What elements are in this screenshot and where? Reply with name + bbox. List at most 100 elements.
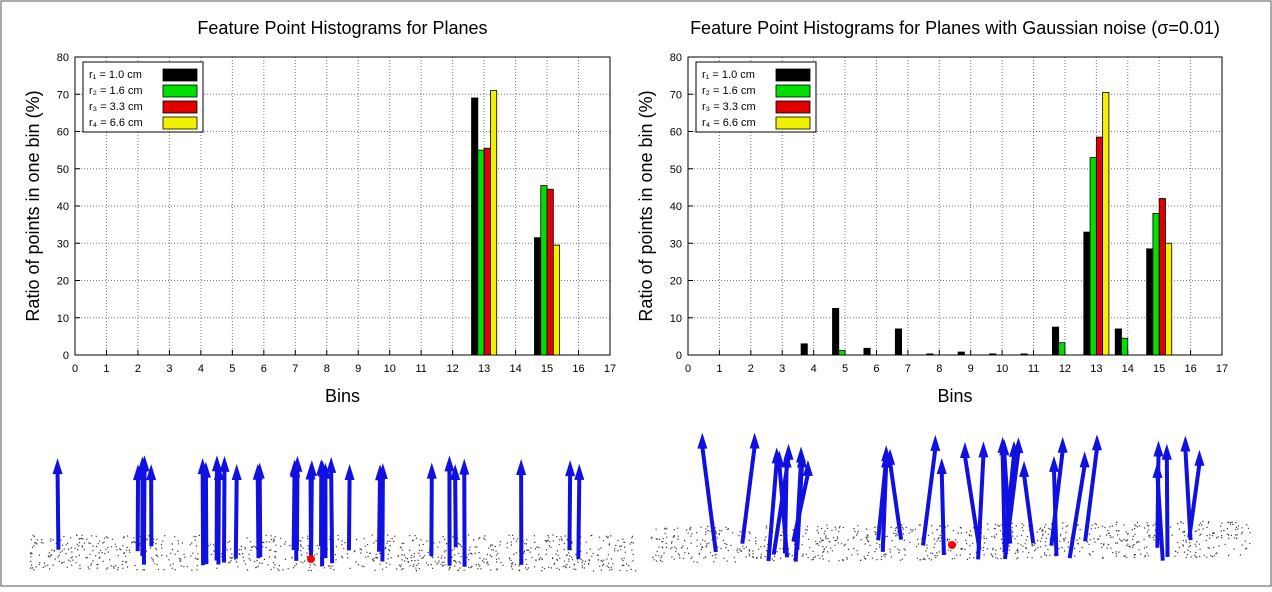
legend-swatch xyxy=(776,117,810,129)
bar xyxy=(864,348,870,355)
x-tick-label: 9 xyxy=(968,363,974,375)
x-tick-label: 13 xyxy=(478,363,490,375)
x-tick-label: 11 xyxy=(1028,363,1039,375)
y-tick-label: 70 xyxy=(57,89,69,101)
bar xyxy=(1096,137,1102,355)
normal-arrow xyxy=(224,470,225,563)
x-tick-label: 4 xyxy=(198,363,204,375)
normal-arrow xyxy=(58,472,59,550)
y-tick-label: 20 xyxy=(670,276,682,288)
normal-arrow xyxy=(379,478,380,552)
x-tick-label: 13 xyxy=(1090,363,1102,375)
normal-arrow xyxy=(236,478,237,559)
y-tick-label: 60 xyxy=(670,127,682,139)
normal-arrow xyxy=(569,474,570,550)
x-tick-label: 0 xyxy=(685,363,691,375)
y-axis-label: Ratio of points in one bin (%) xyxy=(636,90,656,321)
x-tick-label: 12 xyxy=(447,363,459,375)
legend-label: r₂ = 1.6 cm xyxy=(89,85,142,97)
x-tick-label: 9 xyxy=(355,363,361,375)
y-tick-label: 70 xyxy=(670,89,682,101)
x-tick-label: 8 xyxy=(936,363,942,375)
bar xyxy=(1052,327,1058,355)
bar xyxy=(990,354,996,355)
bar xyxy=(1103,92,1109,355)
y-tick-label: 20 xyxy=(57,276,69,288)
bar xyxy=(490,91,496,355)
x-tick-label: 17 xyxy=(604,363,616,375)
normal-arrow xyxy=(331,471,332,563)
x-tick-label: 2 xyxy=(748,363,754,375)
x-tick-label: 14 xyxy=(1122,363,1134,375)
legend-swatch xyxy=(776,69,810,81)
x-tick-label: 15 xyxy=(541,363,553,375)
y-tick-label: 10 xyxy=(670,313,682,325)
legend-label: r₄ = 6.6 cm xyxy=(89,117,143,129)
bar xyxy=(958,352,964,355)
x-tick-label: 10 xyxy=(384,363,396,375)
bar xyxy=(1159,199,1165,355)
x-tick-label: 1 xyxy=(716,363,722,375)
bar xyxy=(839,351,845,355)
bar xyxy=(832,308,838,355)
legend-swatch xyxy=(163,69,197,81)
legend-label: r₄ = 6.6 cm xyxy=(702,117,756,129)
bar xyxy=(1121,338,1127,355)
x-tick-label: 3 xyxy=(166,363,172,375)
normal-arrow xyxy=(311,474,312,552)
normal-arrow xyxy=(785,466,787,554)
query-point xyxy=(307,555,315,563)
bar xyxy=(1084,232,1090,355)
bar xyxy=(1165,243,1171,355)
bar xyxy=(1115,329,1121,355)
legend-swatch xyxy=(776,85,810,97)
x-tick-label: 12 xyxy=(1059,363,1071,375)
bar xyxy=(1090,158,1096,355)
bar xyxy=(541,186,547,355)
y-tick-label: 40 xyxy=(57,201,69,213)
bar xyxy=(1021,354,1027,355)
y-tick-label: 80 xyxy=(57,52,69,64)
x-tick-label: 2 xyxy=(135,363,141,375)
y-tick-label: 80 xyxy=(670,52,682,64)
bar xyxy=(534,238,540,355)
query-point xyxy=(948,541,956,549)
normal-arrow xyxy=(455,478,456,547)
y-tick-label: 40 xyxy=(670,201,682,213)
normal-arrow xyxy=(322,474,323,566)
bar xyxy=(478,150,484,355)
legend-swatch xyxy=(163,85,197,97)
chart-title: Feature Point Histograms for Planes xyxy=(197,18,487,38)
x-tick-label: 10 xyxy=(996,363,1008,375)
x-tick-label: 0 xyxy=(72,363,78,375)
x-tick-label: 17 xyxy=(1216,363,1228,375)
x-tick-label: 16 xyxy=(1184,363,1196,375)
x-tick-label: 5 xyxy=(229,363,235,375)
x-tick-label: 4 xyxy=(811,363,817,375)
bar xyxy=(484,148,490,355)
normal-arrow xyxy=(578,478,579,559)
chart-title: Feature Point Histograms for Planes with… xyxy=(690,18,1220,38)
legend-label: r₃ = 3.3 cm xyxy=(89,101,143,113)
normal-arrow xyxy=(297,470,298,551)
bar xyxy=(553,245,559,355)
y-axis-label: Ratio of points in one bin (%) xyxy=(23,90,43,321)
normal-arrow xyxy=(1167,458,1168,557)
y-tick-label: 0 xyxy=(63,350,69,362)
bar xyxy=(1147,249,1153,355)
bar xyxy=(1153,213,1159,355)
x-tick-label: 3 xyxy=(779,363,785,375)
legend-label: r₁ = 1.0 cm xyxy=(89,69,142,81)
x-tick-label: 5 xyxy=(842,363,848,375)
x-tick-label: 1 xyxy=(103,363,109,375)
x-tick-label: 6 xyxy=(261,363,267,375)
x-axis-label: Bins xyxy=(937,386,972,406)
bar xyxy=(1059,343,1065,355)
bar xyxy=(547,189,553,355)
x-tick-label: 7 xyxy=(905,363,911,375)
bar xyxy=(895,329,901,355)
legend-label: r₃ = 3.3 cm xyxy=(702,101,756,113)
x-tick-label: 7 xyxy=(292,363,298,375)
x-tick-label: 14 xyxy=(509,363,521,375)
